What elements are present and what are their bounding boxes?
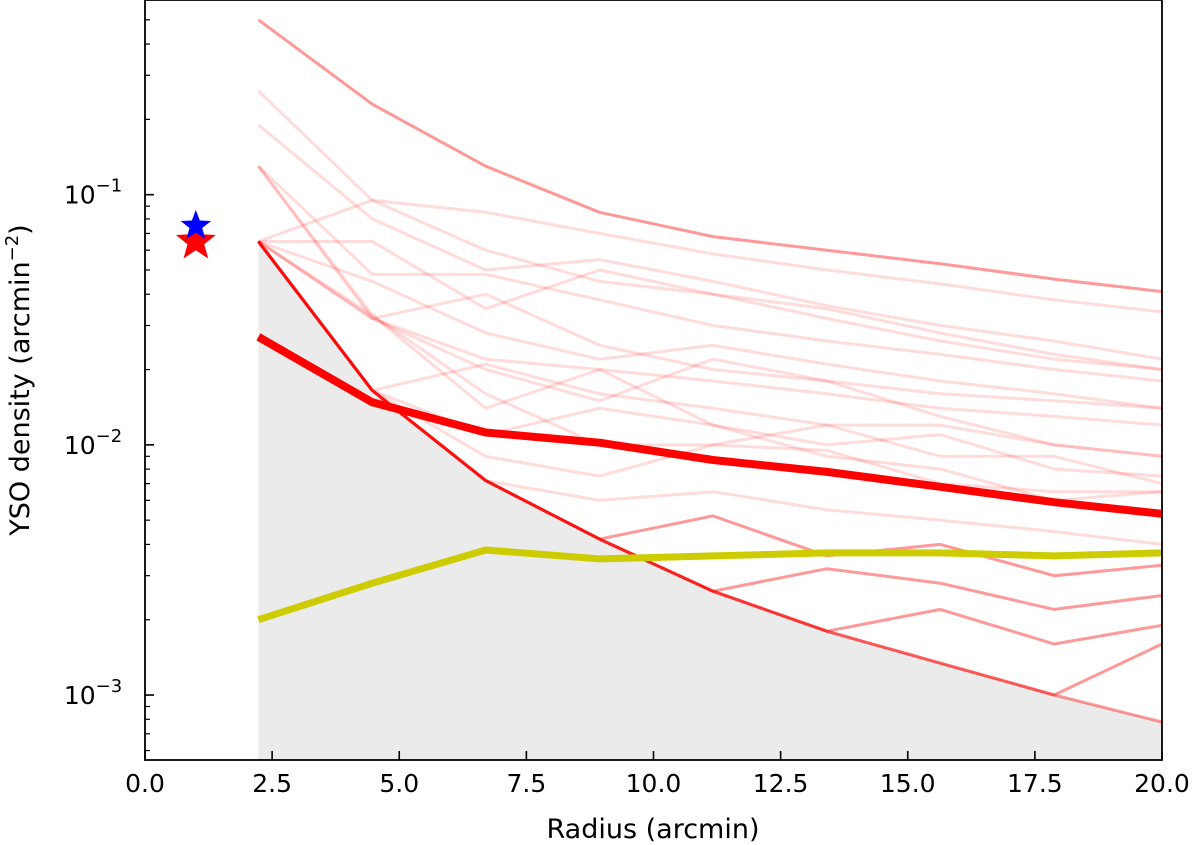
individual-series-line-9 — [257, 240, 1163, 458]
y-tick-exponent: −1 — [96, 176, 123, 197]
x-tick-label: 0.0 — [125, 769, 165, 798]
individual-series-line-3 — [257, 165, 1163, 383]
y-tick-exponent: −2 — [96, 426, 123, 447]
star-markers — [175, 209, 216, 259]
y-axis-label-main: YSO density (arcmin — [5, 261, 36, 536]
individual-series-line-7 — [257, 240, 1163, 410]
y-tick-label: 10−3 — [64, 676, 122, 710]
plot-area — [144, 0, 1163, 761]
yellow-series-line — [257, 546, 1163, 624]
y-tick-label: 10−1 — [64, 176, 122, 210]
shaded-area — [258, 241, 1162, 760]
individual-series-line-18 — [257, 240, 1163, 646]
x-tick-label: 17.5 — [1007, 769, 1063, 798]
highlighted-series-lines — [257, 18, 1163, 724]
individual-series-line-2 — [257, 123, 1163, 361]
individual-series-line-19 — [257, 240, 1163, 697]
shaded-region — [258, 241, 1162, 760]
individual-series-line-8 — [257, 165, 1163, 427]
x-tick-label: 2.5 — [252, 769, 292, 798]
highlighted-series-line-17 — [257, 240, 1163, 611]
y-tick-base: 10 — [64, 431, 96, 460]
individual-series-line-0 — [257, 18, 1163, 294]
individual-series-line-16 — [257, 240, 1163, 578]
blue-star-marker — [180, 209, 212, 239]
x-tick-label: 12.5 — [753, 769, 809, 798]
mean-series-line — [256, 333, 1163, 518]
y-tick-base: 10 — [64, 181, 96, 210]
x-tick-label: 15.0 — [880, 769, 936, 798]
x-tick-label: 5.0 — [379, 769, 419, 798]
individual-series-line-20 — [257, 240, 1163, 724]
individual-series-line-13 — [257, 240, 1163, 502]
highlighted-series-line-16 — [257, 240, 1163, 578]
individual-series-line-15 — [257, 240, 1163, 546]
y-tick-exponent: −3 — [96, 676, 123, 697]
individual-series-line-5 — [258, 240, 1163, 371]
y-tick-base: 10 — [64, 681, 96, 710]
highlighted-series-line-18 — [257, 240, 1163, 646]
red-star-marker — [175, 220, 216, 259]
individual-series-line-10 — [257, 240, 1163, 458]
individual-series-line-11 — [257, 165, 1163, 478]
y-axis-label: YSO density (arcmin−2) — [2, 224, 36, 536]
x-tick-label: 7.5 — [506, 769, 546, 798]
y-tick-label: 10−2 — [64, 426, 122, 460]
individual-series-line-12 — [257, 240, 1163, 486]
summary-series-lines — [256, 333, 1163, 624]
x-axis: 0.0 2.5 5.0 7.5 10.0 12.5 15.0 17.5 20.0 — [125, 751, 1190, 798]
y-axis: 10−310−210−1 — [64, 19, 154, 752]
highlighted-series-line-19 — [257, 240, 1163, 697]
individual-series-line-4 — [257, 198, 1163, 371]
y-axis-label-exponent: −2 — [2, 235, 23, 262]
x-axis-label: Radius (arcmin) — [547, 814, 760, 845]
x-tick-label: 20.0 — [1134, 769, 1190, 798]
individual-series-line-17 — [257, 240, 1163, 611]
individual-series-line-6 — [257, 240, 1163, 410]
y-axis-label-suffix: ) — [5, 224, 36, 235]
individual-series-line-1 — [257, 89, 1163, 314]
highlighted-series-line-20 — [257, 240, 1163, 724]
x-tick-label: 10.0 — [626, 769, 682, 798]
highlighted-series-line-0 — [257, 18, 1163, 294]
